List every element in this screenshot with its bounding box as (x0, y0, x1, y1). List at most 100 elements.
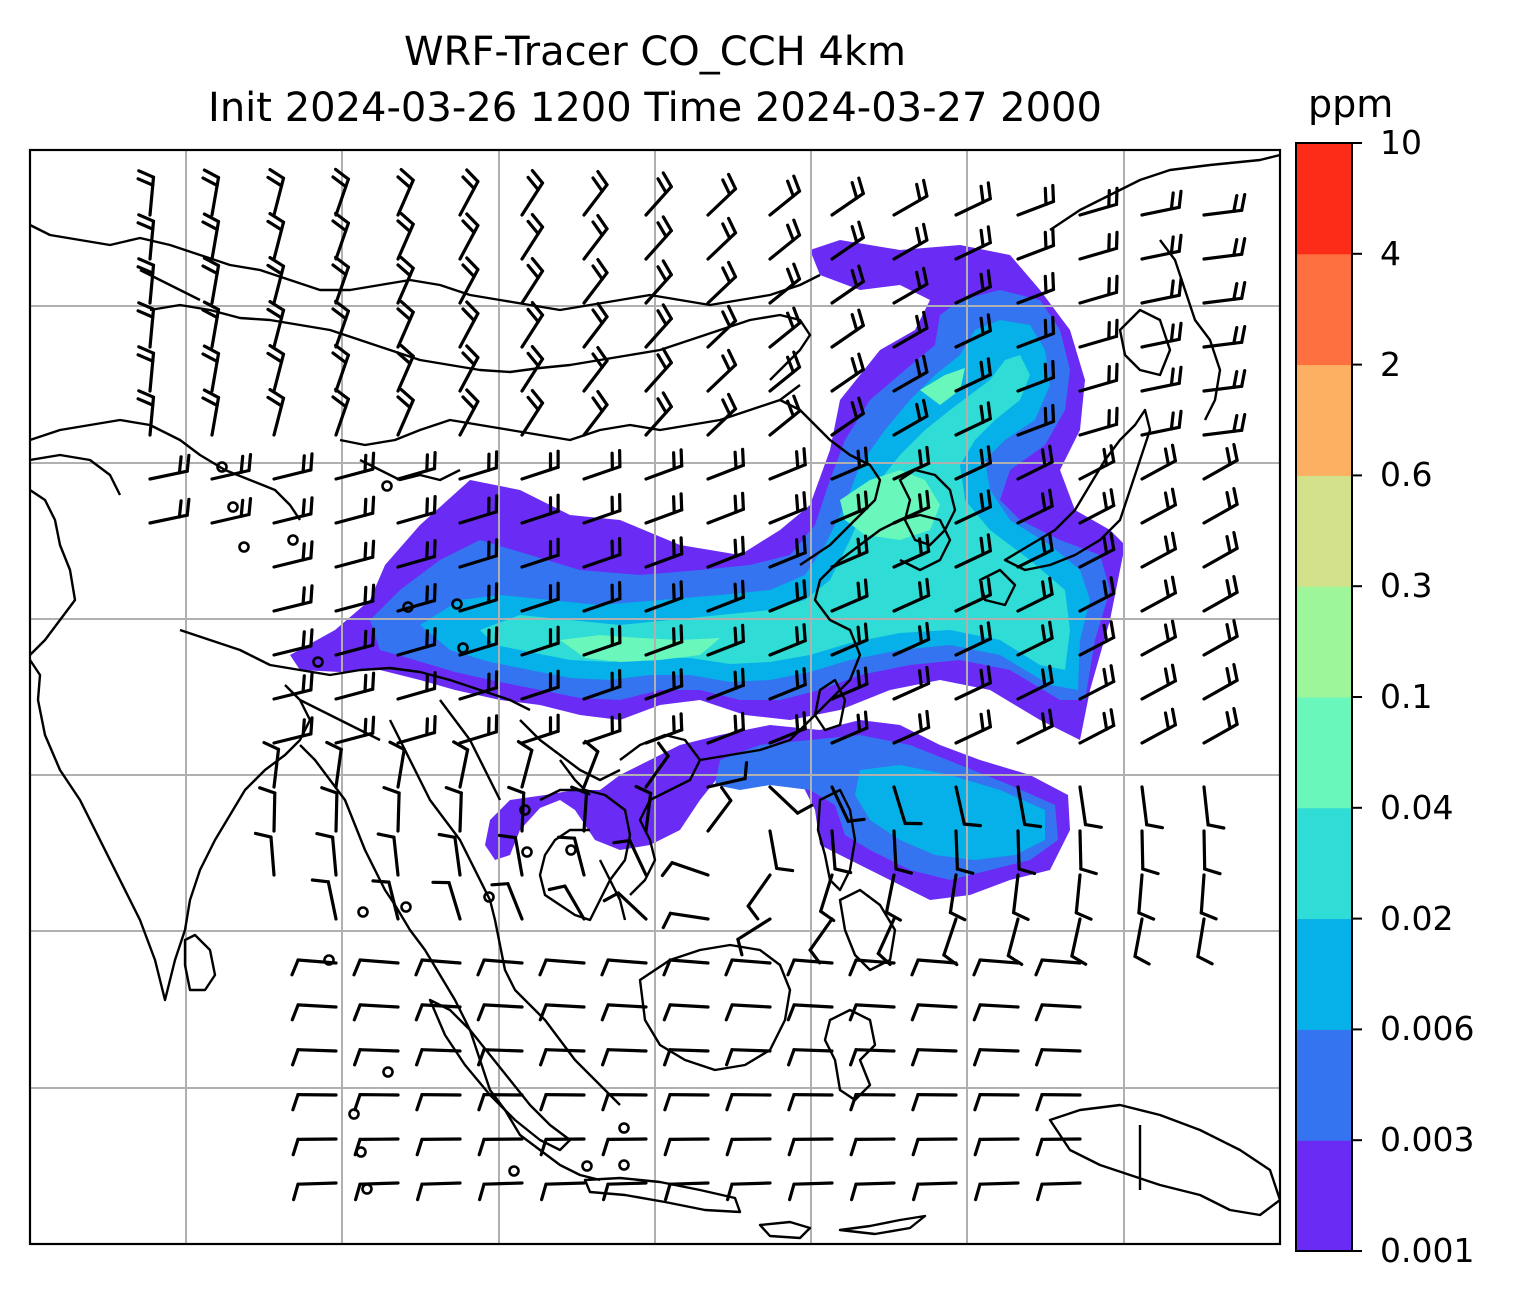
wind-barb (601, 1181, 648, 1202)
wind-barb (266, 212, 286, 261)
wind-barb (334, 671, 376, 701)
wind-barb (331, 343, 350, 393)
colorbar-tick-label: 0.1 (1380, 677, 1433, 716)
wind-barb (830, 220, 865, 261)
wind-barb (210, 497, 253, 525)
wind-barb (582, 712, 622, 745)
wind-barb (1016, 227, 1056, 261)
wind-barb (520, 301, 545, 349)
wind-barb (556, 835, 586, 877)
wind-barb (478, 1181, 524, 1202)
wind-barb (1016, 576, 1054, 613)
wind-barb (662, 958, 710, 977)
wind-barb (290, 958, 338, 977)
wind-barb (334, 715, 376, 745)
java (583, 1176, 742, 1214)
wind-barb (437, 832, 462, 877)
wind-barb (582, 536, 622, 569)
wind-barb (262, 740, 281, 789)
colorbar-tick-label: 0.04 (1380, 787, 1454, 827)
wind-barb (1202, 487, 1239, 525)
russia-east-coast (1159, 239, 1222, 421)
wind-barb (954, 225, 992, 261)
wind-barb (892, 222, 929, 261)
wind-barb (1016, 785, 1043, 829)
calm-wind-circle (402, 601, 414, 613)
sakhalin-kamchatka (1049, 153, 1280, 231)
wind-barb (539, 1092, 586, 1112)
wind-barb (1016, 271, 1056, 305)
wind-barb (644, 624, 684, 657)
wind-barb (706, 579, 746, 613)
wind-barb (582, 580, 622, 613)
wind-barb (520, 345, 545, 393)
china-borders (30, 223, 821, 782)
wind-barb (768, 711, 807, 745)
wind-barb (954, 181, 992, 217)
wind-barb (830, 578, 869, 613)
wind-barb (388, 740, 406, 789)
wind-barb (892, 489, 931, 525)
wind-barb (848, 1003, 896, 1022)
wind-barb (830, 829, 853, 875)
wind-barb (1070, 917, 1088, 966)
wind-barb (520, 389, 545, 437)
wind-barb (1034, 958, 1082, 977)
wind-barb (334, 627, 376, 657)
wind-barb (452, 740, 470, 789)
wind-barb (973, 1092, 1020, 1112)
wind-barb (396, 626, 437, 657)
wind-barbs (136, 167, 1247, 1202)
wind-barb (1035, 1137, 1082, 1157)
wind-barb (706, 348, 738, 393)
wind-barb (266, 256, 286, 305)
colorbar-segment (1296, 364, 1352, 476)
wind-barb (892, 266, 929, 305)
wind-barb (706, 304, 738, 349)
wind-barb (1202, 369, 1247, 393)
colorbar-segment (1296, 586, 1352, 698)
lesser-sunda (758, 1214, 927, 1240)
wind-barb (660, 861, 710, 878)
wind-barb (663, 1181, 710, 1202)
wind-barb (1078, 532, 1116, 569)
calm-wind-circle (381, 480, 393, 492)
colorbar-segment (1296, 253, 1352, 366)
colorbar-tick-label: 10 (1380, 123, 1422, 162)
wind-barb (331, 299, 350, 349)
wind-barb (706, 172, 738, 217)
calm-wind-circle (565, 844, 577, 856)
wind-barb (644, 303, 673, 349)
wind-barb (444, 785, 463, 833)
wind-barb (601, 1092, 648, 1112)
map-area (30, 150, 1280, 1244)
wind-barb (476, 1003, 524, 1022)
wind-barb (892, 354, 929, 393)
wind-barb (600, 1048, 648, 1067)
wind-barb (1202, 413, 1247, 437)
wind-barb (520, 625, 560, 657)
wind-barb (972, 1003, 1020, 1022)
wind-barb (1202, 237, 1247, 261)
wind-barb (1035, 1092, 1082, 1112)
wind-barb (520, 493, 560, 525)
wind-barb (210, 453, 253, 481)
wind-barb (768, 447, 807, 481)
wind-barb (661, 911, 710, 930)
wind-barb (600, 1003, 648, 1022)
wind-barb (892, 533, 931, 569)
wind-barb (272, 672, 314, 701)
wind-barb (458, 582, 499, 613)
wind-barb (892, 785, 923, 826)
wind-barb (724, 958, 772, 977)
wind-barb (954, 533, 993, 569)
wind-barb (1202, 785, 1226, 830)
wind-barb (396, 714, 437, 745)
chart-title-line1: WRF-Tracer CO_CCH 4km (403, 29, 907, 75)
wind-barb (910, 1048, 958, 1067)
se-asia-borders (299, 698, 627, 921)
wind-barb (414, 1003, 462, 1022)
wind-barb (662, 1048, 710, 1067)
wind-barb (331, 167, 350, 217)
wind-barb (644, 347, 673, 393)
